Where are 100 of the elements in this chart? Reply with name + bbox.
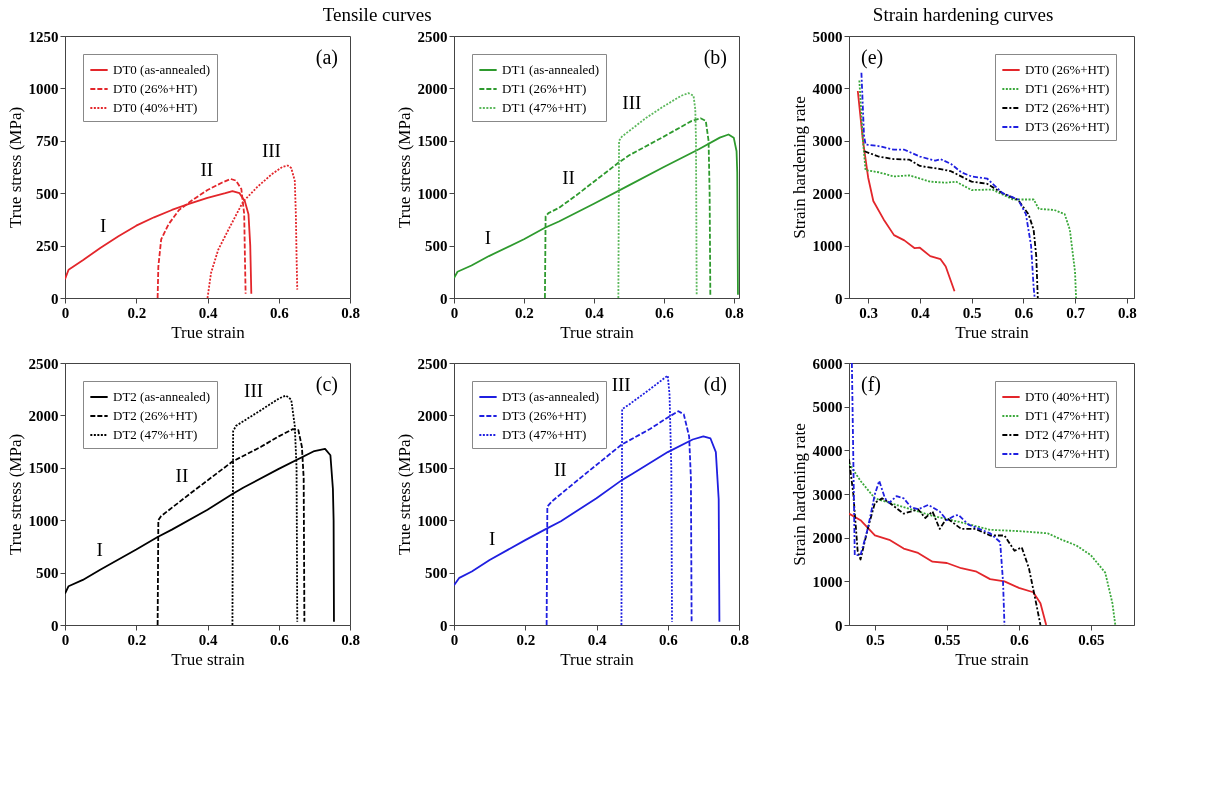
x-tick-label: 0.6 [1009, 631, 1030, 648]
y-tick-label: 1000 [28, 80, 59, 97]
line-series [849, 458, 1042, 625]
legend-label: DT3 (26%+HT) [502, 408, 587, 423]
line-series [617, 92, 698, 298]
legend-label: DT1 (26%+HT) [1025, 81, 1110, 96]
y-axis-title: Strain hardening rate [789, 96, 809, 239]
x-tick-label: 0.2 [515, 304, 534, 321]
y-tick-label: 1500 [417, 460, 448, 477]
annotation: I [484, 226, 491, 248]
y-axis-title: True stress (MPa) [5, 106, 25, 229]
x-tick-label: 0.8 [730, 631, 749, 648]
y-tick-label: 1000 [417, 512, 448, 529]
x-tick-label: 0.8 [1117, 304, 1137, 321]
y-tick-label: 500 [36, 565, 59, 582]
y-tick-label: 500 [36, 185, 59, 202]
x-tick-label: 0.8 [341, 631, 360, 648]
y-tick-label: 1000 [417, 185, 448, 202]
x-tick-label: 0.4 [587, 631, 607, 648]
y-tick-label: 250 [36, 238, 59, 255]
y-tick-label: 3000 [812, 486, 843, 503]
x-tick-label: 0.7 [1066, 304, 1086, 321]
legend-label: DT2 (26%+HT) [1025, 100, 1110, 115]
x-tick-label: 0.5 [866, 631, 885, 648]
x-tick-label: 0.6 [269, 631, 290, 648]
legend-label: DT0 (40%+HT) [1025, 389, 1110, 404]
x-tick-label: 0.4 [585, 304, 605, 321]
x-tick-label: 0.8 [341, 304, 360, 321]
y-tick-label: 2000 [812, 530, 843, 547]
x-tick-label: 0.6 [658, 631, 679, 648]
y-tick-label: 2000 [417, 80, 448, 97]
line-series [863, 150, 1039, 298]
annotation: (e) [861, 46, 884, 69]
annotation: (d) [703, 373, 727, 396]
legend-label: DT1 (26%+HT) [502, 81, 587, 96]
legend-label: DT2 (47%+HT) [1025, 427, 1110, 442]
annotation: II [175, 465, 189, 487]
line-series [856, 90, 956, 293]
x-tick-label: 0.2 [127, 631, 147, 648]
annotation: III [622, 91, 642, 113]
y-axis-title: True stress (MPa) [5, 433, 25, 556]
legend-label: DT2 (as-annealed) [113, 389, 211, 404]
y-tick-label: 0 [51, 290, 59, 307]
x-axis-title: True strain [171, 322, 246, 342]
x-tick-label: 0.6 [654, 304, 675, 321]
legend-label: DT2 (47%+HT) [113, 427, 198, 442]
annotation: III [244, 379, 264, 401]
annotation: I [99, 214, 107, 236]
y-tick-label: 500 [425, 238, 448, 255]
y-tick-label: 5000 [812, 399, 843, 416]
y-tick-label: 2000 [28, 407, 59, 424]
y-tick-label: 1500 [28, 460, 59, 477]
annotation: I [96, 539, 103, 561]
x-axis-title: True strain [955, 649, 1030, 669]
x-tick-label: 0.4 [198, 631, 218, 648]
chart-title: Strain hardening curves [872, 3, 1054, 25]
legend-label: DT3 (47%+HT) [1025, 446, 1110, 461]
annotation: (f) [861, 373, 881, 396]
y-tick-label: 4000 [812, 442, 843, 459]
legend-label: DT0 (26%+HT) [1025, 62, 1110, 77]
annotation: III [261, 140, 281, 162]
y-tick-label: 500 [425, 565, 448, 582]
x-axis-title: True strain [955, 322, 1030, 342]
y-tick-label: 0 [835, 290, 843, 307]
x-tick-label: 0.4 [198, 304, 218, 321]
y-tick-label: 4000 [812, 80, 843, 97]
y-tick-label: 2000 [812, 185, 843, 202]
y-tick-label: 750 [36, 133, 59, 150]
y-tick-label: 0 [51, 617, 59, 634]
x-axis-title: True strain [560, 322, 635, 342]
y-tick-label: 1000 [812, 238, 843, 255]
legend-label: DT1 (47%+HT) [1025, 408, 1110, 423]
y-tick-label: 1000 [812, 573, 843, 590]
y-tick-label: 1500 [417, 133, 448, 150]
x-tick-label: 0.55 [934, 631, 961, 648]
x-tick-label: 0.3 [859, 304, 879, 321]
x-tick-label: 0.6 [269, 304, 290, 321]
y-axis-title: True stress (MPa) [394, 106, 414, 229]
x-tick-label: 0.5 [962, 304, 982, 321]
y-tick-label: 3000 [812, 133, 843, 150]
y-axis-title: True stress (MPa) [394, 433, 414, 556]
y-tick-label: 2500 [28, 355, 59, 372]
y-tick-label: 0 [835, 617, 843, 634]
legend-label: DT0 (26%+HT) [113, 81, 198, 96]
legend-label: DT3 (47%+HT) [502, 427, 587, 442]
annotation: (a) [315, 46, 338, 69]
line-series [849, 512, 1048, 625]
annotation: (c) [315, 373, 338, 396]
annotation: II [200, 158, 214, 180]
y-tick-label: 2500 [417, 28, 448, 45]
y-tick-label: 1250 [28, 28, 59, 45]
x-tick-label: 0.2 [127, 304, 147, 321]
x-tick-label: 0.65 [1078, 631, 1105, 648]
x-tick-label: 0.8 [724, 304, 744, 321]
x-tick-label: 0.2 [516, 631, 536, 648]
legend-label: DT1 (47%+HT) [502, 100, 587, 115]
annotation: I [488, 528, 496, 550]
y-tick-label: 0 [440, 290, 448, 307]
x-tick-label: 0.6 [1014, 304, 1034, 321]
chart-title: Tensile curves [322, 3, 432, 25]
